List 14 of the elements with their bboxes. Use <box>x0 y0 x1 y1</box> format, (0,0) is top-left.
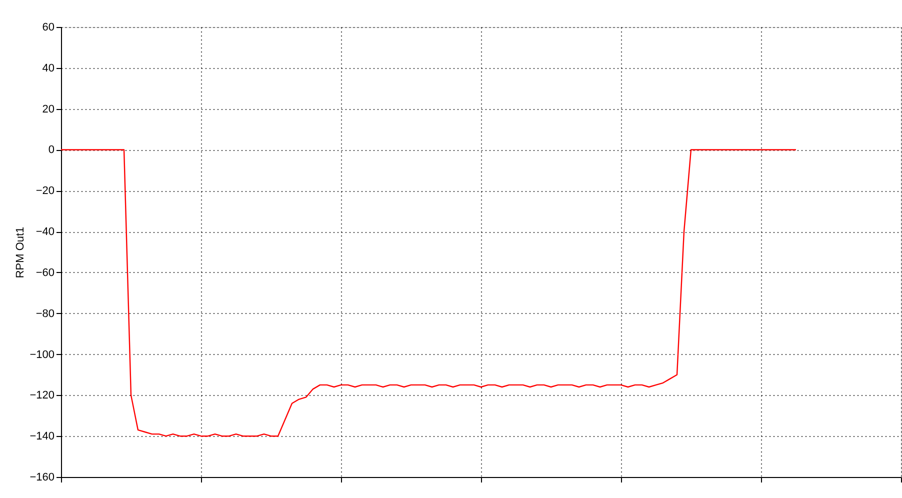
y-tick-label: 40 <box>42 62 54 74</box>
y-tick-label: 60 <box>42 22 54 34</box>
y-tick-label: −160 <box>30 472 54 484</box>
y-tick-label: 0 <box>48 144 54 156</box>
y-tick-label: 20 <box>42 103 54 116</box>
y-tick-label: −20 <box>36 185 54 198</box>
y-tick-label: −40 <box>36 226 54 238</box>
line-series <box>60 149 797 437</box>
y-axis-title: RPM Out1 <box>14 226 27 278</box>
y-tick-label: −120 <box>30 390 54 402</box>
y-tick-label: −100 <box>30 348 54 361</box>
y-tick-label: −60 <box>36 266 54 279</box>
y-tick-label: −80 <box>36 308 54 320</box>
y-tick-label: −140 <box>30 430 54 443</box>
